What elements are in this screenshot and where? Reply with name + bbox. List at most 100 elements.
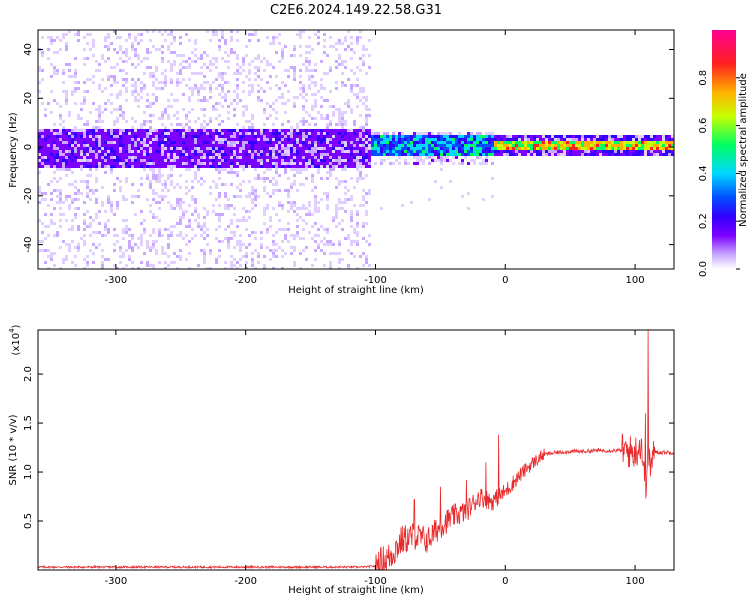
heatmap-cell — [308, 114, 311, 117]
heatmap-cell — [293, 75, 296, 78]
heatmap-cell — [365, 240, 368, 243]
heatmap-cell — [422, 141, 425, 144]
heatmap-cell — [239, 66, 242, 69]
heatmap-cell — [284, 96, 287, 99]
heatmap-cell — [86, 120, 89, 123]
heatmap-cell — [113, 114, 116, 117]
heatmap-cell — [341, 150, 344, 153]
heatmap-cell — [668, 141, 671, 144]
heatmap-cell — [59, 153, 62, 156]
heatmap-cell — [356, 132, 359, 135]
heatmap-cell — [536, 153, 539, 156]
heatmap-cell — [326, 126, 329, 129]
heatmap-cell — [50, 192, 53, 195]
heatmap-cell — [56, 141, 59, 144]
heatmap-cell — [284, 171, 287, 174]
heatmap-cell — [497, 150, 500, 153]
heatmap-cell — [371, 138, 374, 141]
heatmap-cell — [236, 240, 239, 243]
heatmap-cell — [263, 267, 266, 269]
heatmap-cell — [416, 162, 419, 165]
heatmap-cell — [161, 123, 164, 126]
heatmap-cell — [110, 201, 113, 204]
heatmap-cell — [251, 261, 254, 264]
heatmap-cell — [92, 243, 95, 246]
heatmap-cell — [206, 30, 209, 33]
heatmap-cell — [224, 93, 227, 96]
heatmap-cell — [347, 198, 350, 201]
heatmap-cell — [200, 156, 203, 159]
heatmap-cell — [218, 66, 221, 69]
heatmap-cell — [242, 78, 245, 81]
heatmap-cell — [176, 234, 179, 237]
heatmap-cell — [218, 69, 221, 72]
heatmap-cell — [152, 198, 155, 201]
heatmap-cell — [221, 153, 224, 156]
heatmap-cell — [518, 141, 521, 144]
heatmap-cell — [74, 159, 77, 162]
heatmap-cell — [152, 162, 155, 165]
heatmap-cell — [122, 84, 125, 87]
heatmap-cell — [611, 147, 614, 150]
heatmap-cell — [350, 129, 353, 132]
heatmap-cell — [251, 189, 254, 192]
heatmap-cell — [368, 165, 371, 168]
heatmap-cell — [365, 114, 368, 117]
heatmap-cell — [269, 147, 272, 150]
heatmap-cell — [65, 45, 68, 48]
heatmap-cell — [179, 42, 182, 45]
heatmap-cell — [164, 147, 167, 150]
heatmap-cell — [389, 147, 392, 150]
heatmap-cell — [128, 132, 131, 135]
heatmap-cell — [122, 267, 125, 269]
snr-y-tick-label: 1.5 — [23, 415, 34, 431]
spectrogram-y-tick-label: 20 — [23, 92, 34, 105]
heatmap-cell — [395, 141, 398, 144]
heatmap-cell — [44, 225, 47, 228]
heatmap-cell — [98, 69, 101, 72]
heatmap-cell — [107, 195, 110, 198]
heatmap-cell — [122, 231, 125, 234]
heatmap-cell — [119, 165, 122, 168]
heatmap-cell — [185, 150, 188, 153]
heatmap-cell — [266, 138, 269, 141]
heatmap-cell — [176, 153, 179, 156]
heatmap-cell — [329, 105, 332, 108]
heatmap-cell — [236, 93, 239, 96]
heatmap-cell — [179, 36, 182, 39]
heatmap-cell — [323, 237, 326, 240]
heatmap-cell — [545, 144, 548, 147]
heatmap-cell — [323, 72, 326, 75]
heatmap-cell — [209, 192, 212, 195]
heatmap-cell — [149, 66, 152, 69]
heatmap-cell — [194, 171, 197, 174]
heatmap-cell — [179, 198, 182, 201]
heatmap-cell — [506, 138, 509, 141]
heatmap-cell — [92, 108, 95, 111]
heatmap-cell — [191, 228, 194, 231]
heatmap-cell — [650, 135, 653, 138]
heatmap-cell — [170, 261, 173, 264]
heatmap-cell — [329, 162, 332, 165]
heatmap-cell — [50, 72, 53, 75]
heatmap-cell — [392, 135, 395, 138]
heatmap-cell — [491, 135, 494, 138]
heatmap-cell — [209, 153, 212, 156]
heatmap-cell — [359, 90, 362, 93]
heatmap-cell — [407, 147, 410, 150]
heatmap-cell — [38, 249, 41, 252]
heatmap-cell — [140, 261, 143, 264]
heatmap-cell — [170, 174, 173, 177]
heatmap-cell — [443, 162, 446, 165]
heatmap-cell — [140, 135, 143, 138]
heatmap-cell — [245, 75, 248, 78]
heatmap-cell — [41, 153, 44, 156]
heatmap-cell — [221, 144, 224, 147]
heatmap-cell — [203, 237, 206, 240]
heatmap-cell — [167, 99, 170, 102]
heatmap-cell — [47, 162, 50, 165]
heatmap-cell — [356, 156, 359, 159]
heatmap-cell — [65, 195, 68, 198]
heatmap-cell — [212, 63, 215, 66]
heatmap-cell — [293, 144, 296, 147]
